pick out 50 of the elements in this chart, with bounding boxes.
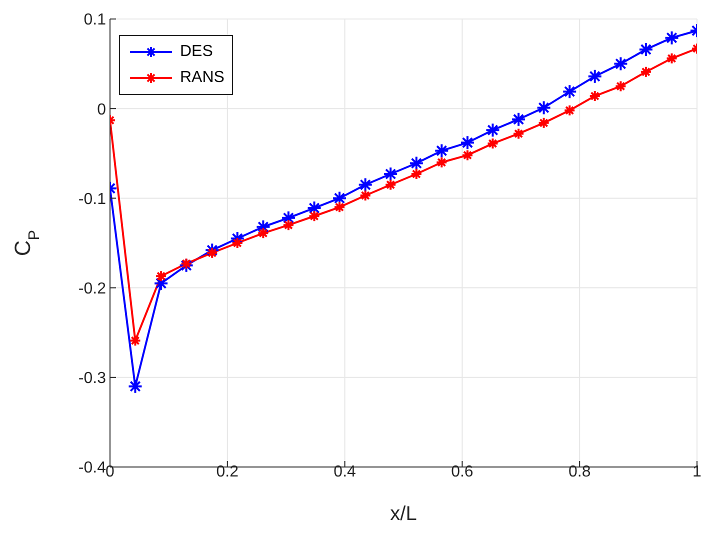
point [512,128,525,140]
point [180,258,192,270]
point [434,143,450,158]
point [308,210,320,222]
point [178,258,194,273]
point [485,122,500,138]
legend-label: RANS [180,69,224,87]
point [638,42,654,57]
point [614,80,627,92]
point [257,227,270,240]
point [538,116,550,129]
point [204,242,220,258]
point [511,112,526,127]
point [587,68,602,84]
point [231,237,244,249]
point [410,168,422,180]
point [486,138,499,150]
point [280,210,296,226]
point [536,100,552,116]
y-tick-label: -0.4 [78,460,106,477]
point [613,56,628,72]
point [129,334,142,347]
y-tick-label: 0.1 [84,12,106,29]
point [306,200,322,216]
point [564,104,576,116]
x-axis-title: x/L [390,503,417,525]
y-tick-label: -0.1 [78,190,106,208]
point [334,201,346,214]
y-tick-label: -0.2 [78,280,106,298]
y-tick-label: 0 [97,101,106,118]
point [358,177,373,192]
point [383,166,398,182]
point [359,190,372,202]
point [408,156,424,171]
point [436,156,448,168]
legend-label: DES [180,43,213,61]
point [282,219,294,232]
point [155,270,168,282]
point [384,178,397,191]
point [461,149,474,162]
point [332,190,348,206]
point [128,378,143,394]
point [640,66,652,78]
y-tick-label: -0.3 [78,370,106,388]
point [664,30,680,46]
point [562,84,578,100]
point [666,52,678,64]
point [588,90,601,102]
point [460,135,475,150]
point [206,246,218,259]
